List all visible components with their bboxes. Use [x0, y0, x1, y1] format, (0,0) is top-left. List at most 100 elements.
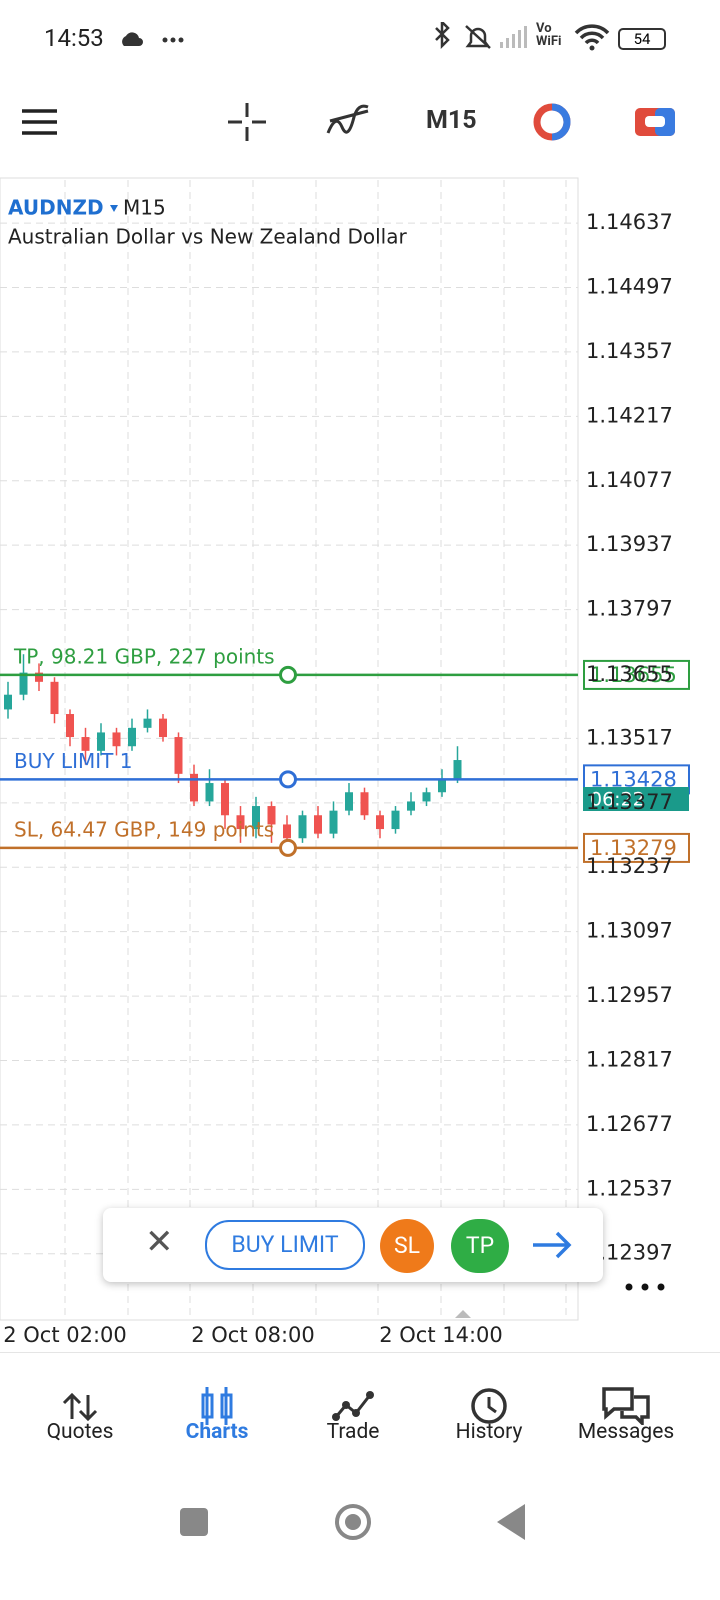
y-tick-label: 1.13797: [586, 597, 673, 621]
back[interactable]: [497, 1504, 525, 1540]
candle-body: [112, 732, 121, 747]
nav-history[interactable]: History: [455, 1420, 523, 1444]
candle-body: [360, 792, 369, 816]
next-button[interactable]: [531, 1230, 575, 1260]
candle-body: [422, 792, 431, 802]
level-handle[interactable]: [279, 770, 297, 789]
y-tick-label: 1.13517: [586, 725, 673, 749]
scroll-marker: [455, 1310, 471, 1318]
countdown: 06:22: [590, 789, 645, 811]
timeframe-button[interactable]: M15: [426, 106, 477, 135]
vowifi: Vo WiFi: [536, 22, 561, 48]
system-nav: [180, 1504, 525, 1540]
nav-divider: [0, 1352, 720, 1353]
candle-body: [128, 727, 136, 747]
candle-body: [329, 810, 338, 834]
nav-messages[interactable]: Messages: [577, 1420, 675, 1444]
y-tick-label: 1.13377: [586, 790, 673, 814]
crosshair[interactable]: [228, 103, 266, 141]
chart-timeframe: M15: [123, 196, 166, 220]
candle-body: [35, 672, 43, 682]
sl-button[interactable]: SL: [380, 1219, 434, 1273]
candle-body: [97, 732, 105, 751]
vo: Vo: [536, 21, 552, 36]
plot-frame: [0, 177, 579, 1321]
y-tick-label: 1.12537: [586, 1176, 673, 1200]
indicators[interactable]: [326, 104, 369, 134]
candle-body: [376, 815, 384, 830]
candle-body: [143, 718, 152, 728]
candle-body: [205, 783, 214, 802]
level-label: BUY LIMIT 1: [14, 749, 132, 773]
buy-limit-button[interactable]: BUY LIMIT: [205, 1220, 365, 1270]
y-tick-label: 1.13937: [586, 532, 673, 556]
candle-body: [159, 718, 167, 738]
symbol-dropdown[interactable]: [110, 205, 118, 212]
close-button[interactable]: ✕: [145, 1222, 174, 1262]
y-tick-label: 1.13237: [586, 854, 673, 878]
y-tick-label: 1.12957: [586, 983, 673, 1007]
price-tag-text: 1.13655: [590, 663, 677, 687]
clock: 14:53: [44, 24, 104, 52]
more[interactable]: [625, 1283, 665, 1291]
battery: 54: [618, 28, 666, 50]
price-tag: [583, 832, 690, 863]
toolbar-icons: [22, 103, 675, 141]
price-tag-text: 1.13279: [590, 836, 677, 860]
candle-body: [66, 714, 74, 738]
candle-body: [4, 694, 12, 710]
candle-body: [50, 681, 59, 715]
wifi-icon: [574, 24, 610, 51]
candle-body: [345, 792, 353, 811]
nav-quotes[interactable]: Quotes: [46, 1420, 114, 1444]
nav-charts[interactable]: Charts: [185, 1420, 249, 1444]
wifi-text: WiFi: [536, 34, 562, 49]
y-tick-label: 1.12677: [586, 1112, 673, 1136]
symbol[interactable]: AUDNZD: [8, 196, 104, 220]
candle-body: [453, 760, 462, 779]
status-icons: [122, 32, 184, 46]
candle-body: [391, 810, 400, 830]
candle-body: [407, 801, 415, 811]
nav-icons: [62, 1387, 650, 1425]
y-tick-label: 1.13097: [586, 919, 673, 943]
v-grid: [64, 180, 567, 1320]
y-tick-label: 1.14357: [586, 339, 673, 363]
x-tick-label: 2 Oct 08:00: [191, 1323, 315, 1347]
level-label: TP, 98.21 GBP, 227 points: [13, 644, 275, 668]
candle-body: [314, 815, 322, 834]
price-tag: [583, 659, 690, 690]
candle-body: [81, 737, 90, 751]
level-label: SL, 64.47 GBP, 149 points: [14, 817, 274, 841]
candle-body: [252, 806, 260, 830]
y-tick-label: 1.14637: [586, 210, 673, 234]
candle-body: [174, 737, 183, 774]
signal-icons: [435, 22, 527, 50]
candle-body: [19, 672, 28, 695]
candle-body: [438, 778, 446, 793]
x-tick-label: 2 Oct 02:00: [3, 1323, 127, 1347]
nav-trade[interactable]: Trade: [326, 1420, 380, 1444]
y-tick-label: 1.14217: [586, 403, 673, 427]
y-tick-label: 1.14077: [586, 468, 673, 492]
candle-body: [267, 806, 276, 825]
candle-body: [236, 815, 245, 830]
y-tick-label: 1.13655: [586, 662, 673, 686]
chart: TP, 98.21 GBP, 227 points 1.13655 BUY LIMI…: [0, 177, 690, 1347]
tp-button[interactable]: TP: [451, 1219, 509, 1273]
candle-body: [283, 824, 291, 839]
countdown-box: [583, 787, 689, 811]
candle-body: [221, 783, 229, 816]
recents[interactable]: [180, 1508, 208, 1536]
candle-body: [298, 815, 307, 839]
menu[interactable]: [22, 109, 57, 135]
y-tick-label: 1.12817: [586, 1047, 673, 1071]
order-bar: ✕ BUY LIMIT SL TP: [103, 1208, 603, 1282]
candle-body: [190, 773, 198, 802]
level-handle[interactable]: [279, 665, 297, 684]
symbol-description: Australian Dollar vs New Zealand Dollar: [8, 225, 407, 249]
level-handle[interactable]: [279, 838, 297, 857]
x-tick-label: 2 Oct 14:00: [379, 1323, 503, 1347]
home[interactable]: [335, 1504, 371, 1540]
